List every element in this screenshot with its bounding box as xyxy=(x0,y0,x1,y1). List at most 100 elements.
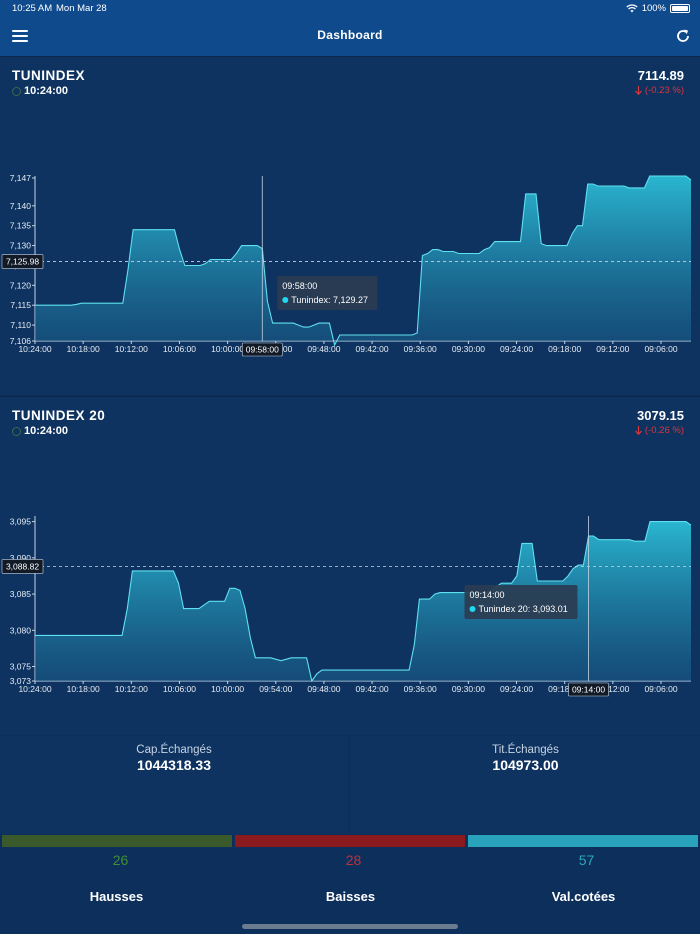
up-bar xyxy=(2,835,232,847)
tooltip-time: 09:58:00 xyxy=(282,281,317,291)
index-change-label: (-0.26 %) xyxy=(644,425,684,436)
x-tick-label: 09:18:00 xyxy=(548,344,581,354)
x-tick-label: 09:24:00 xyxy=(500,684,533,694)
series-line xyxy=(35,175,692,347)
x-tick-label: 09:36:00 xyxy=(404,684,437,694)
index-time-label: 10:24:00 xyxy=(24,425,69,437)
hamburger-menu-icon[interactable] xyxy=(12,30,28,42)
breadth-bars xyxy=(0,835,700,847)
crosshair-price-label: 7,125.98 xyxy=(6,257,39,267)
x-tick-label: 09:06:00 xyxy=(644,344,677,354)
listed-bar xyxy=(468,835,698,847)
x-tick-label: 10:00:00 xyxy=(211,344,244,354)
tooltip-box xyxy=(277,276,378,310)
x-tick-label: 09:42:00 xyxy=(356,684,389,694)
crosshair-time-badge xyxy=(241,342,283,357)
index-value: 7114.89 xyxy=(637,68,684,83)
index-name: TUNINDEX xyxy=(12,68,86,83)
x-tick-label: 10:00:00 xyxy=(211,684,244,694)
arrow-down-icon xyxy=(634,426,642,435)
index-change: (-0.23 %) xyxy=(634,85,684,96)
y-tick-label: 3,073 xyxy=(10,676,32,686)
tooltip-series-dot xyxy=(469,606,476,612)
crosshair-price-badge xyxy=(1,559,44,574)
down-count: 28 xyxy=(345,852,362,868)
index-name: TUNINDEX 20 xyxy=(12,408,106,423)
index-time: 10:24:00 xyxy=(12,85,68,97)
y-tick-label: 7,106 xyxy=(10,336,32,346)
x-tick-label: 09:48:00 xyxy=(307,684,340,694)
up-label: Hausses xyxy=(89,889,144,904)
y-tick-label: 3,085 xyxy=(10,589,32,599)
down-label: Baisses xyxy=(325,889,376,904)
battery-icon xyxy=(670,4,690,13)
crosshair-price-label: 3,088.82 xyxy=(6,561,39,571)
series-line xyxy=(35,521,692,683)
clock-icon xyxy=(12,426,21,436)
listed-label: Val.cotées xyxy=(551,889,616,904)
down-bar xyxy=(235,835,465,847)
tooltip-box xyxy=(464,585,578,619)
stats-panel: Cap.Échangés 1044318.33 Tit.Échangés 104… xyxy=(0,736,700,834)
x-tick-label: 09:12:00 xyxy=(596,684,629,694)
x-tick-label: 10:12:00 xyxy=(115,684,148,694)
listed-count: 57 xyxy=(578,852,595,868)
tooltip-time: 09:14:00 xyxy=(470,590,505,600)
index-change-label: (-0.23 %) xyxy=(644,85,684,96)
wifi-icon xyxy=(626,4,638,13)
x-tick-label: 09:30:00 xyxy=(452,344,485,354)
cap-exchanged-value: 1044318.33 xyxy=(137,757,211,773)
y-tick-label: 3,095 xyxy=(10,517,32,527)
home-indicator[interactable] xyxy=(242,924,458,929)
up-count: 26 xyxy=(112,852,129,868)
x-tick-label: 10:18:00 xyxy=(67,684,100,694)
index-card-tunindex[interactable]: TUNINDEX 10:24:00 7114.89 (-0.23 %) 7,10… xyxy=(0,56,700,395)
arrow-down-icon xyxy=(634,86,642,95)
price-chart[interactable]: 7,1067,1107,1157,1207,1257,1307,1357,140… xyxy=(0,57,700,395)
x-tick-label: 09:18:00 xyxy=(548,684,581,694)
tooltip-series-dot xyxy=(282,297,289,303)
tit-exchanged-value: 104973.00 xyxy=(492,757,559,773)
status-right: 100% xyxy=(626,3,690,14)
y-tick-label: 7,140 xyxy=(10,201,32,211)
y-tick-label: 3,090 xyxy=(10,553,32,563)
x-tick-label: 09:42:00 xyxy=(356,344,389,354)
cap-exchanged-box: Cap.Échangés 1044318.33 xyxy=(0,736,348,834)
x-tick-label: 10:24:00 xyxy=(18,684,51,694)
index-time-label: 10:24:00 xyxy=(24,85,69,97)
area-fill xyxy=(35,176,691,345)
x-tick-label: 09:24:00 xyxy=(500,344,533,354)
y-tick-label: 7,130 xyxy=(10,241,32,251)
crosshair-price-badge xyxy=(1,254,44,269)
y-tick-label: 7,115 xyxy=(10,300,31,310)
y-tick-label: 7,120 xyxy=(10,280,32,290)
page-title: Dashboard xyxy=(317,28,383,42)
x-tick-label: 09:48:00 xyxy=(307,344,340,354)
status-bar: 10:25 AM Mon Mar 28 100% xyxy=(0,0,700,18)
x-tick-label: 09:36:00 xyxy=(404,344,437,354)
y-tick-label: 3,075 xyxy=(10,662,32,672)
y-tick-label: 3,080 xyxy=(10,625,32,635)
tit-exchanged-label: Tit.Échangés xyxy=(492,744,559,756)
x-tick-label: 10:06:00 xyxy=(163,344,196,354)
battery-percent: 100% xyxy=(641,3,666,14)
cap-exchanged-label: Cap.Échangés xyxy=(136,744,212,756)
x-tick-label: 10:12:00 xyxy=(115,344,148,354)
x-tick-label: 10:24:00 xyxy=(18,344,51,354)
index-change: (-0.26 %) xyxy=(634,425,684,436)
x-tick-label: 10:06:00 xyxy=(163,684,196,694)
clock-icon xyxy=(12,86,21,96)
y-tick-label: 7,135 xyxy=(10,221,32,231)
tit-exchanged-box: Tit.Échangés 104973.00 xyxy=(351,736,700,834)
y-tick-label: 7,110 xyxy=(10,320,31,330)
price-chart[interactable]: 3,073 3,075 3,080 3,085 3,090 3,095 10:24:00 10… xyxy=(0,397,700,735)
nav-bar: Dashboard xyxy=(0,18,700,56)
index-card-tunindex20[interactable]: TUNINDEX 20 10:24:00 3079.15 (-0.26 %) 3… xyxy=(0,396,700,735)
x-tick-label: 09:12:00 xyxy=(596,344,629,354)
status-time: 10:25 AM xyxy=(12,3,53,14)
x-tick-label: 09:06:00 xyxy=(644,684,677,694)
status-date: Mon Mar 28 xyxy=(56,3,107,14)
area-fill xyxy=(35,521,691,681)
refresh-icon[interactable] xyxy=(674,27,692,45)
tooltip-value: Tunindex 20: 3,093.01 xyxy=(479,604,568,614)
